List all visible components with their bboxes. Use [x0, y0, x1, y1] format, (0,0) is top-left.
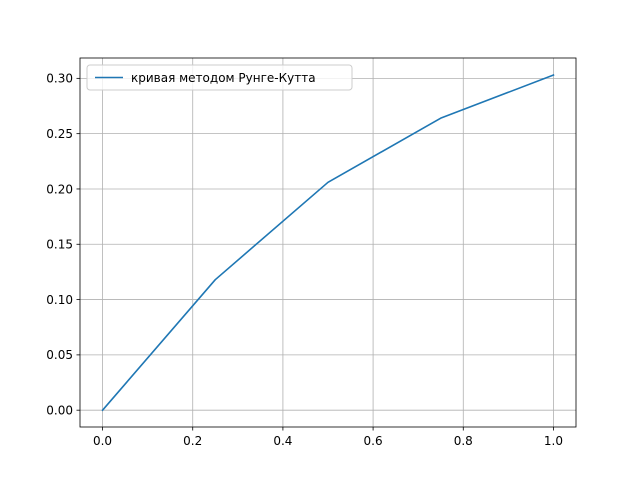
- y-tick-label: 0.30: [46, 72, 73, 86]
- x-tick-label: 0.2: [183, 434, 202, 448]
- y-tick-label: 0.10: [46, 293, 73, 307]
- x-axis: 0.0 0.2 0.4 0.6 0.8 1.0: [93, 427, 563, 448]
- series-layer: [101, 73, 555, 412]
- x-tick-label: 1.0: [544, 434, 563, 448]
- legend-label: кривая методом Рунге-Кутта: [131, 71, 316, 85]
- y-tick-label: 0.25: [46, 127, 73, 141]
- y-tick-label: 0.15: [46, 238, 73, 252]
- x-tick-label: 0.6: [364, 434, 383, 448]
- plot-frame: [79, 57, 577, 428]
- y-tick-label: 0.20: [46, 182, 73, 196]
- grid: [80, 58, 576, 427]
- x-tick-label: 0.0: [93, 434, 112, 448]
- legend-box: [86, 64, 353, 91]
- y-axis: 0.00 0.05 0.10 0.15 0.20 0.25 0.30: [46, 72, 80, 417]
- series-line: [101, 73, 555, 412]
- x-tick-label: 0.4: [273, 434, 292, 448]
- legend: кривая методом Рунге-Кутта: [86, 64, 353, 91]
- x-tick-label: 0.8: [454, 434, 473, 448]
- y-tick-label: 0.05: [46, 348, 73, 362]
- y-tick-label: 0.00: [46, 403, 73, 417]
